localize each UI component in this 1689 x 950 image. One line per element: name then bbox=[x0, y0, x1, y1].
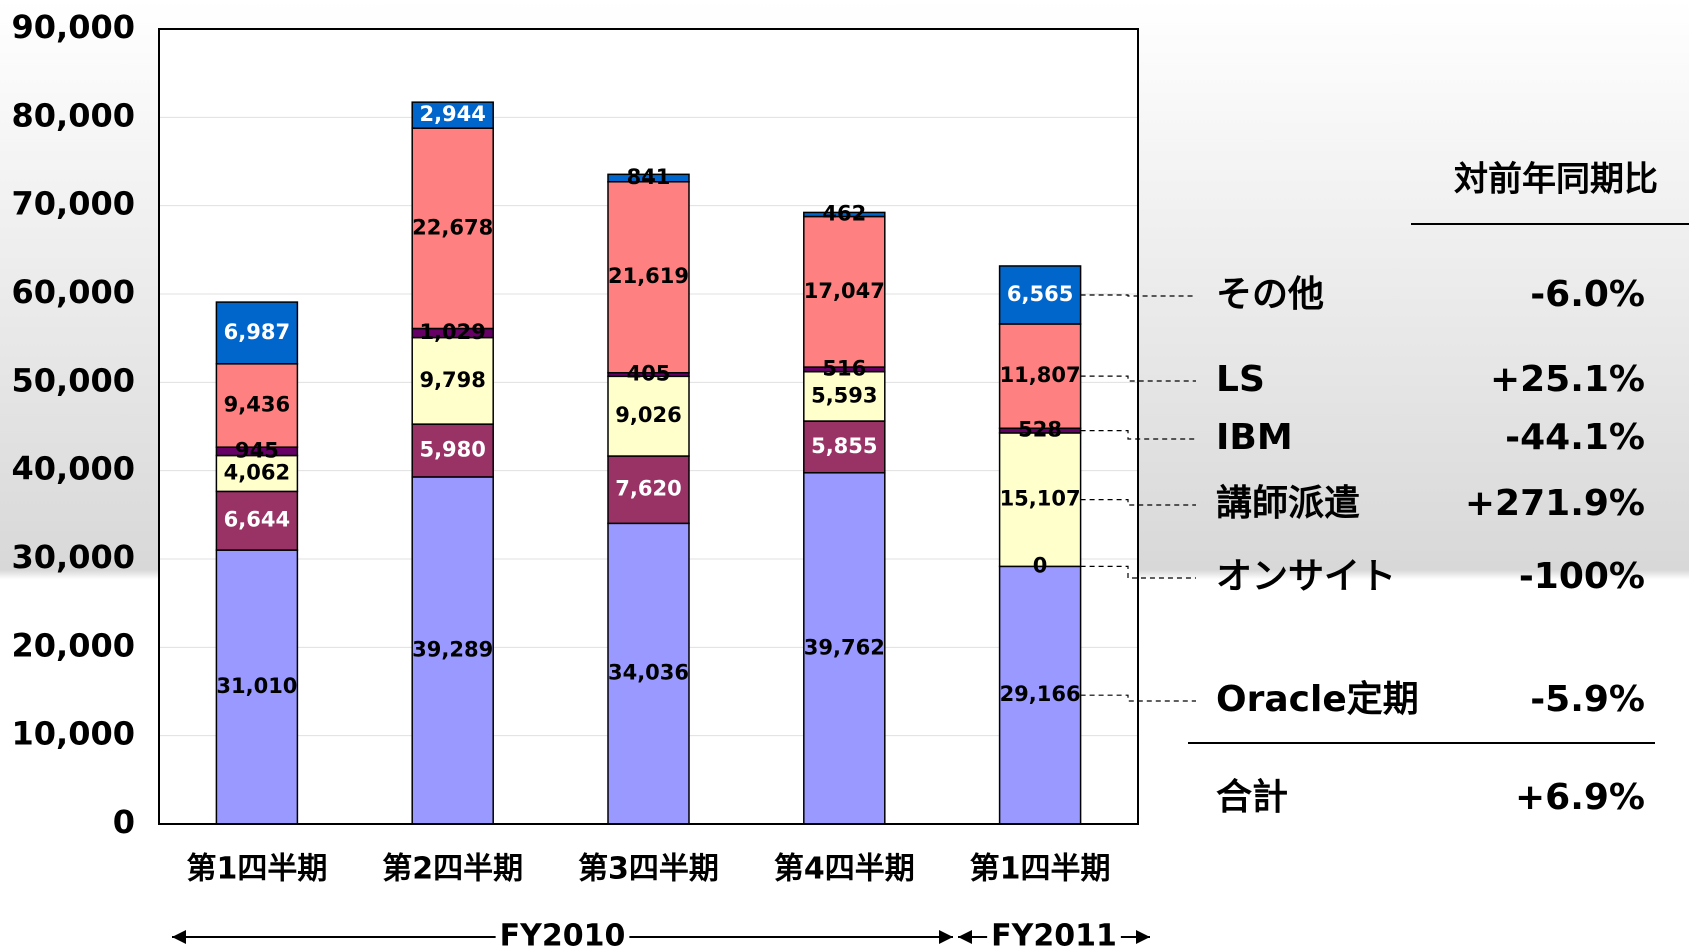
period-label-bg bbox=[987, 920, 1121, 950]
y-tick-label: 20,000 bbox=[12, 626, 135, 664]
x-tick-label: 第3四半期 bbox=[578, 852, 719, 887]
data-label: 11,807 bbox=[1000, 363, 1081, 387]
bar-segment bbox=[215, 454, 299, 493]
table-row-label: オンサイト bbox=[1216, 556, 1396, 597]
data-label: 39,289 bbox=[412, 637, 493, 661]
bar-segment bbox=[411, 127, 494, 330]
data-label: 4,062 bbox=[224, 460, 290, 484]
data-label: 405 bbox=[627, 362, 671, 386]
table-row-label: IBM bbox=[1216, 417, 1293, 458]
table-row-label: Oracle定期 bbox=[1216, 679, 1419, 720]
bar-segment bbox=[607, 455, 690, 525]
data-label: 17,047 bbox=[804, 279, 885, 303]
data-label: 34,036 bbox=[608, 661, 689, 685]
bar-segment bbox=[411, 476, 494, 825]
bar-segment bbox=[411, 336, 494, 425]
arrow-head bbox=[958, 930, 972, 944]
data-label: 9,798 bbox=[419, 368, 485, 392]
data-label: 2,944 bbox=[419, 102, 485, 126]
table-total-label: 合計 bbox=[1216, 777, 1288, 818]
data-label: 9,436 bbox=[224, 392, 290, 416]
y-tick-label: 0 bbox=[113, 803, 135, 841]
data-label: 6,644 bbox=[224, 508, 290, 532]
table-total-value: +6.9% bbox=[1515, 777, 1645, 818]
bar-segment bbox=[998, 565, 1082, 825]
bar-segment bbox=[411, 101, 494, 129]
period-label: FY2011 bbox=[991, 919, 1117, 950]
data-label: 15,107 bbox=[1000, 487, 1081, 511]
table-row-value: -44.1% bbox=[1505, 417, 1645, 458]
bar-segment bbox=[607, 181, 690, 374]
y-tick-label: 40,000 bbox=[12, 450, 135, 488]
table-row-value: +25.1% bbox=[1490, 359, 1645, 400]
leader-line bbox=[1080, 294, 1196, 297]
bar-segment bbox=[803, 215, 886, 368]
data-label: 31,010 bbox=[216, 674, 297, 698]
data-label: 516 bbox=[822, 356, 866, 380]
data-label: 39,762 bbox=[804, 635, 885, 659]
table-row-value: -6.0% bbox=[1530, 274, 1645, 315]
data-label: 22,678 bbox=[412, 215, 493, 239]
bar-segment bbox=[607, 522, 690, 825]
data-label: 528 bbox=[1018, 418, 1062, 442]
bar-segment bbox=[803, 211, 886, 218]
table-row-value: +271.9% bbox=[1465, 483, 1645, 524]
bar-segment bbox=[215, 301, 299, 365]
y-tick-label: 50,000 bbox=[12, 361, 135, 399]
arrow-head bbox=[172, 930, 186, 944]
table-row-label: その他 bbox=[1216, 274, 1324, 315]
y-tick-label: 90,000 bbox=[12, 8, 135, 46]
period-label-bg bbox=[495, 920, 630, 950]
data-label: 841 bbox=[627, 165, 671, 189]
arrow-head bbox=[1136, 930, 1150, 944]
bar-segment bbox=[803, 420, 886, 474]
bar-segment bbox=[215, 490, 299, 551]
arrow-head bbox=[939, 930, 953, 944]
table-row-value: -100% bbox=[1519, 556, 1645, 597]
y-tick-label: 70,000 bbox=[12, 185, 135, 223]
plot-border bbox=[158, 28, 1139, 825]
bar-segment bbox=[215, 363, 299, 448]
bar-segment bbox=[803, 370, 886, 422]
leader-line bbox=[1080, 565, 1196, 579]
y-tick-label: 10,000 bbox=[12, 715, 135, 753]
x-tick-label: 第1四半期 bbox=[186, 852, 327, 887]
bar-segment bbox=[607, 375, 690, 457]
leader-line bbox=[1080, 375, 1196, 382]
data-label: 0 bbox=[1033, 553, 1048, 577]
data-label: 1,029 bbox=[419, 320, 485, 344]
data-label: 6,987 bbox=[224, 320, 290, 344]
bar-segment bbox=[411, 423, 494, 478]
table-row-value: -5.9% bbox=[1530, 679, 1645, 720]
data-label: 7,620 bbox=[615, 477, 681, 501]
x-tick-label: 第4四半期 bbox=[774, 852, 915, 887]
data-label: 462 bbox=[822, 201, 866, 225]
table-row-label: 講師派遣 bbox=[1216, 482, 1360, 524]
y-tick-label: 60,000 bbox=[12, 273, 135, 311]
bar-segment bbox=[998, 323, 1082, 430]
table-header: 対前年同期比 bbox=[1454, 160, 1658, 200]
x-tick-label: 第2四半期 bbox=[382, 852, 523, 887]
period-label: FY2010 bbox=[500, 919, 626, 950]
y-tick-label: 30,000 bbox=[12, 538, 135, 576]
data-label: 5,593 bbox=[811, 383, 877, 407]
table-row-label: LS bbox=[1216, 359, 1265, 400]
data-label: 5,980 bbox=[419, 438, 485, 462]
x-tick-label: 第1四半期 bbox=[970, 852, 1111, 887]
bar-segment bbox=[998, 265, 1082, 325]
data-label: 21,619 bbox=[608, 264, 689, 288]
data-label: 29,166 bbox=[1000, 682, 1081, 706]
data-label: 9,026 bbox=[615, 403, 681, 427]
data-label: 945 bbox=[235, 438, 279, 462]
bar-segment bbox=[607, 173, 690, 183]
data-label: 5,855 bbox=[811, 434, 877, 458]
data-label: 6,565 bbox=[1007, 282, 1073, 306]
y-tick-label: 80,000 bbox=[12, 96, 135, 134]
